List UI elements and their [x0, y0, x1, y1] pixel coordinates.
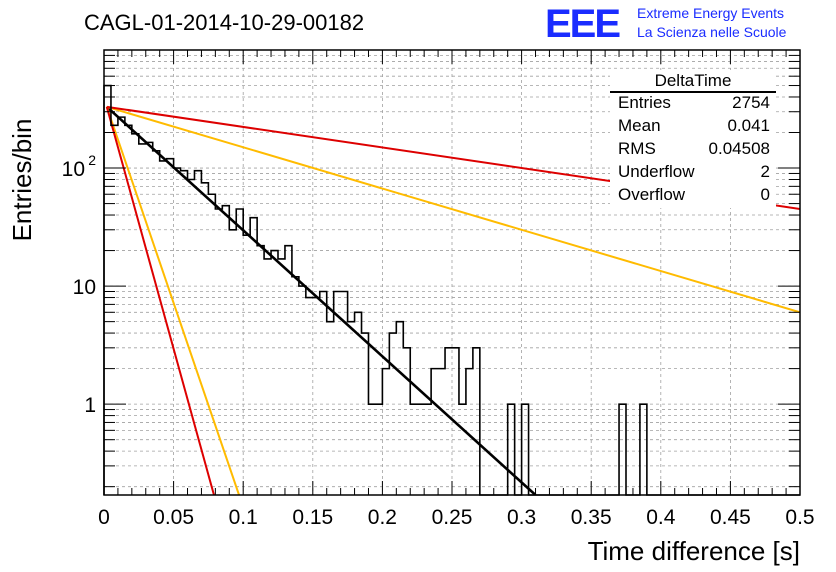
brand-line-1: Extreme Energy Events: [637, 5, 785, 21]
fit-line: [106, 105, 800, 314]
x-tick-label: 0.3: [507, 506, 536, 529]
stats-box-title: DeltaTime: [610, 70, 776, 93]
y-tick-label: 10: [73, 276, 96, 299]
x-tick-label: 0.35: [571, 506, 612, 529]
stats-label: Mean: [618, 116, 661, 135]
stats-value: 2754: [732, 93, 770, 112]
x-tick-label: 0.05: [153, 506, 194, 529]
stats-value: 2: [760, 162, 770, 181]
stats-value: 0: [760, 185, 770, 204]
stats-label: Overflow: [618, 185, 686, 204]
x-tick-label: 0.45: [710, 506, 751, 529]
fit-line: [105, 105, 537, 495]
tick-labels: 0 0.05 0.1 0.15 0.2 0.25 0.3 0.35 0.4 0.45 0.5 1 10 1…: [62, 152, 815, 529]
stats-label: Entries: [618, 93, 671, 112]
stats-value: 0.04508: [708, 139, 770, 158]
chart-title: CAGL-01-2014-10-29-00182: [84, 10, 365, 35]
fit-line: [105, 106, 240, 495]
stats-label: Underflow: [618, 162, 695, 181]
y-axis-label: Entries/bin: [7, 119, 37, 242]
axis-ticks: [103, 49, 801, 495]
x-tick-label: 0: [98, 506, 110, 529]
x-tick-label: 0.4: [646, 506, 676, 529]
fit-line: [105, 106, 215, 495]
x-axis-label: Time difference [s]: [588, 536, 800, 566]
eee-logo: EEE: [545, 2, 621, 46]
brand-line-2: La Scienza nelle Scuole: [637, 24, 787, 40]
y-tick-label: 1: [84, 394, 96, 417]
stats-label: RMS: [618, 139, 656, 158]
stats-value: 0.041: [727, 116, 770, 135]
x-tick-label: 0.25: [432, 506, 473, 529]
x-tick-label: 0.2: [368, 506, 397, 529]
y-tick-label-exponent: 2: [88, 152, 96, 168]
y-tick-label: 10: [62, 158, 85, 181]
stats-box: DeltaTime Entries 2754 Mean 0.041 RMS 0.…: [610, 70, 776, 208]
x-tick-label: 0.1: [229, 506, 258, 529]
x-tick-label: 0.15: [292, 506, 333, 529]
grid-layer: [104, 49, 800, 495]
x-tick-label: 0.5: [785, 506, 814, 529]
